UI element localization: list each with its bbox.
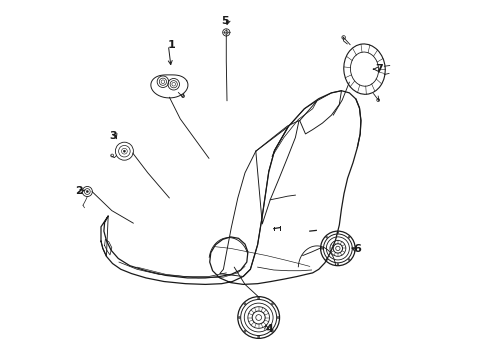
- Circle shape: [258, 336, 260, 338]
- Text: 6: 6: [353, 244, 361, 254]
- Text: 7: 7: [375, 64, 383, 74]
- Circle shape: [348, 236, 350, 238]
- Circle shape: [244, 303, 246, 305]
- Circle shape: [123, 150, 125, 152]
- Text: 3: 3: [109, 131, 117, 141]
- Circle shape: [337, 264, 339, 265]
- Circle shape: [271, 303, 273, 305]
- Text: 2: 2: [75, 186, 83, 196]
- Circle shape: [258, 297, 260, 299]
- Text: 4: 4: [266, 324, 273, 334]
- Circle shape: [348, 259, 350, 261]
- Circle shape: [337, 232, 339, 234]
- Circle shape: [277, 316, 279, 319]
- Text: 5: 5: [221, 16, 229, 26]
- Text: 1: 1: [167, 40, 175, 50]
- Circle shape: [326, 259, 328, 261]
- Circle shape: [321, 248, 323, 249]
- Circle shape: [326, 236, 328, 238]
- Circle shape: [238, 316, 240, 319]
- Circle shape: [353, 248, 355, 249]
- Circle shape: [244, 330, 246, 332]
- Circle shape: [86, 190, 88, 193]
- Circle shape: [271, 330, 273, 332]
